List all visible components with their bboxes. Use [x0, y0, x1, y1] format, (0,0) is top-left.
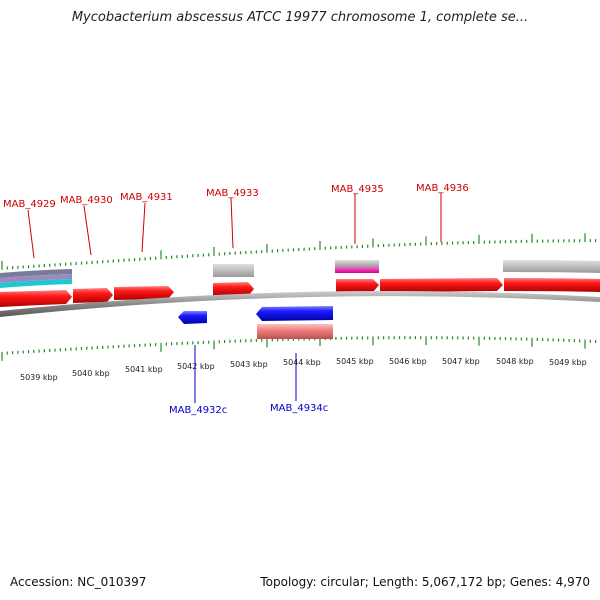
label-mab-4935: MAB_4935	[331, 184, 384, 195]
track-gray-4933	[213, 264, 254, 277]
gene-forward-right[interactable]	[504, 278, 600, 292]
genome-backbone	[0, 290, 600, 317]
gene-mab-4932c[interactable]	[178, 311, 207, 324]
track-purple-left	[0, 274, 72, 283]
track-cyan-left	[0, 279, 72, 288]
label-mab-4929: MAB_4929	[3, 199, 56, 210]
scale-label: 5039 kbp	[20, 373, 58, 382]
track-gray-4936	[503, 260, 600, 273]
bottom-scale-ticks	[1, 336, 597, 361]
scale-label: 5046 kbp	[389, 357, 427, 366]
scale-label: 5042 kbp	[177, 362, 215, 371]
scale-label: 5049 kbp	[549, 358, 587, 367]
forward-genes	[0, 278, 600, 307]
map-title: Mycobacterium abscessus ATCC 19977 chrom…	[71, 10, 529, 25]
gene-mab-4930[interactable]	[73, 288, 113, 303]
scale-label: 5048 kbp	[496, 357, 534, 366]
label-mab-4934c: MAB_4934c	[270, 403, 328, 414]
label-mab-4933: MAB_4933	[206, 188, 259, 199]
label-mab-4932c: MAB_4932c	[169, 405, 227, 416]
gene-mab-4934c[interactable]	[256, 306, 333, 321]
gene-mab-4935[interactable]	[336, 279, 379, 292]
accession-text: Accession: NC_010397	[10, 575, 147, 589]
upper-feature-tracks	[0, 260, 600, 288]
gene-mab-4931[interactable]	[114, 286, 174, 300]
scale-label: 5045 kbp	[336, 357, 374, 366]
track-gray-4935	[335, 260, 379, 267]
gene-labels: MAB_4929 MAB_4930 MAB_4931 MAB_4933 MAB_…	[3, 183, 469, 416]
label-leader-lines	[27, 193, 442, 403]
track-pink-4934c	[257, 324, 333, 339]
top-scale-ticks	[1, 233, 597, 270]
topology-summary: Topology: circular; Length: 5,067,172 bp…	[260, 575, 590, 589]
scale-label: 5047 kbp	[442, 357, 480, 366]
gene-mab-4936[interactable]	[380, 278, 503, 292]
scale-label: 5041 kbp	[125, 365, 163, 374]
gene-mab-4933[interactable]	[213, 282, 254, 296]
track-gray-left	[0, 269, 72, 278]
scale-label: 5044 kbp	[283, 358, 321, 367]
gene-mab-4929[interactable]	[0, 290, 72, 307]
scale-label: 5040 kbp	[72, 369, 110, 378]
label-mab-4930: MAB_4930	[60, 195, 113, 206]
scale-labels: 5039 kbp 5040 kbp 5041 kbp 5042 kbp 5043…	[20, 357, 587, 382]
reverse-genes	[178, 306, 333, 339]
track-magenta-4935	[335, 267, 379, 273]
label-mab-4936: MAB_4936	[416, 183, 469, 194]
scale-label: 5043 kbp	[230, 360, 268, 369]
label-mab-4931: MAB_4931	[120, 192, 173, 203]
